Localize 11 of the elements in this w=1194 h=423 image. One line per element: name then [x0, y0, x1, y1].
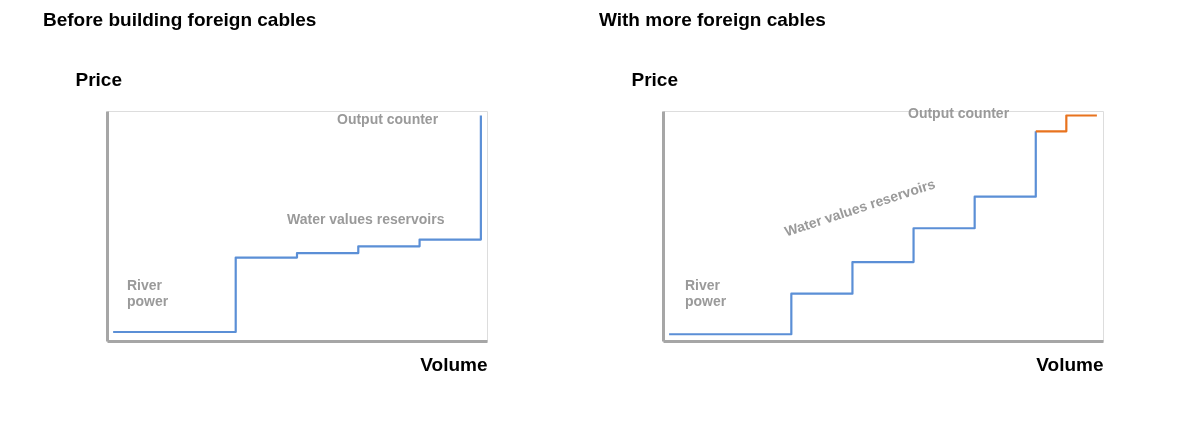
y-axis-title: Price: [631, 68, 678, 90]
chart-title: With more foreign cables: [599, 9, 826, 30]
annotation: Output counter: [908, 105, 1010, 121]
chart-title: Before building foreign cables: [43, 9, 317, 30]
x-axis-title: Volume: [420, 353, 488, 375]
annotation: River power: [685, 277, 727, 309]
y-axis-title: Price: [75, 68, 122, 90]
annotation: River power: [127, 277, 169, 309]
annotation: Output counter: [337, 111, 439, 127]
annotation: Water values reservoirs: [287, 211, 445, 227]
x-axis-title: Volume: [1036, 353, 1104, 375]
